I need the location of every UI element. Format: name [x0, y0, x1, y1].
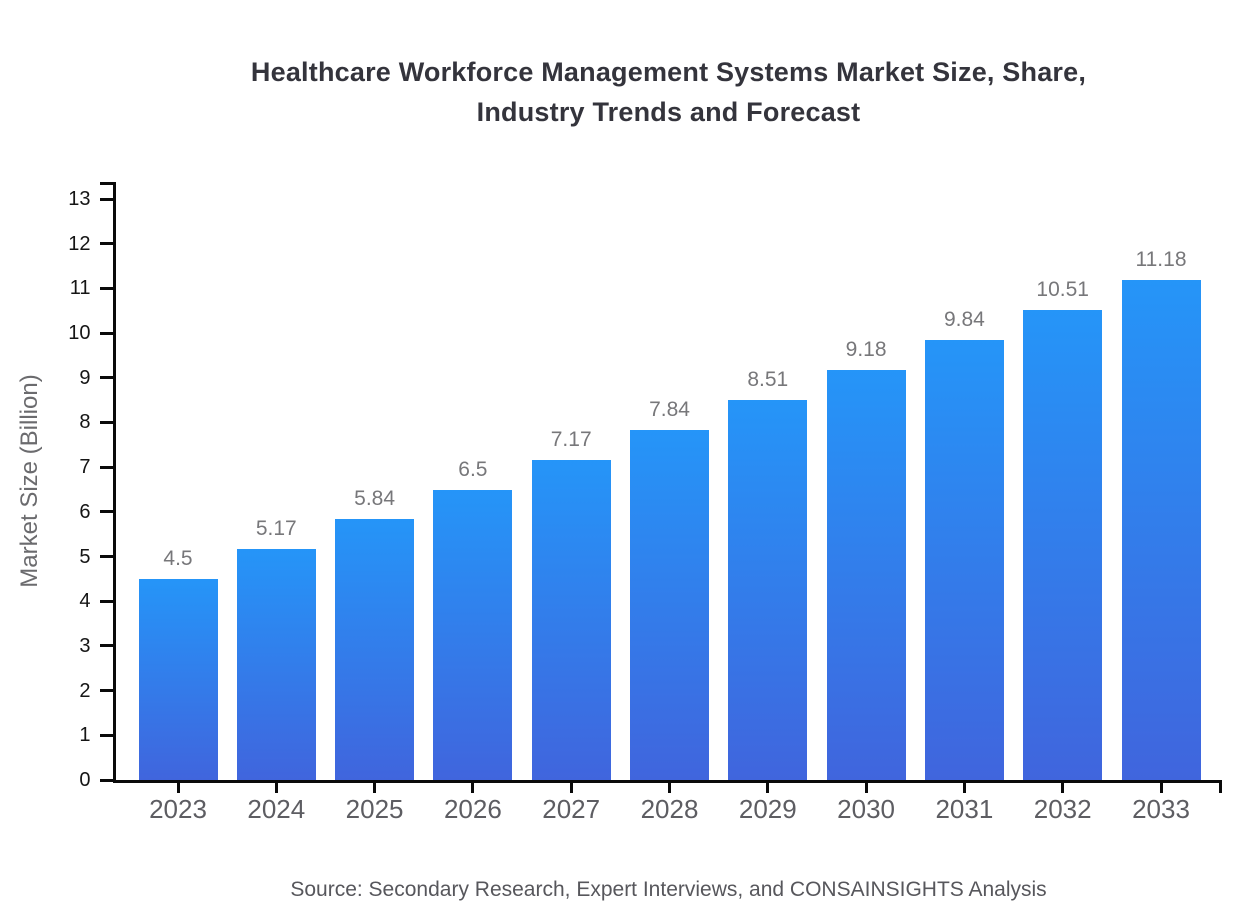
x-tick	[274, 782, 278, 793]
bar-value-label: 11.18	[1135, 248, 1187, 272]
x-tick	[569, 782, 573, 793]
x-tick-label: 2026	[443, 794, 502, 824]
bar	[630, 429, 709, 780]
x-tick-label: 2033	[1132, 794, 1190, 824]
source-note: Source: Secondary Research, Expert Inter…	[290, 878, 1047, 901]
y-tick	[99, 733, 113, 737]
y-tick-label: 2	[79, 679, 91, 702]
x-tick-label: 2027	[542, 794, 601, 824]
x-tick-label: 2029	[738, 794, 797, 824]
y-tick	[99, 242, 113, 246]
y-tick	[99, 510, 113, 514]
y-tick-label: 1	[79, 724, 91, 747]
x-tick	[962, 782, 966, 793]
y-tick	[99, 465, 113, 469]
bar	[531, 459, 611, 780]
bar	[728, 399, 808, 780]
y-tick	[99, 420, 113, 424]
x-tick-label: 2024	[247, 794, 306, 824]
chart-title-line1: Healthcare Workforce Management Systems …	[250, 57, 1087, 87]
bar-value-label: 7.84	[649, 397, 690, 421]
bar-value-label: 5.17	[255, 516, 297, 540]
x-tick-label: 2032	[1033, 794, 1092, 824]
bar	[236, 548, 316, 780]
y-tick-label: 0	[79, 769, 91, 791]
y-tick	[99, 197, 113, 201]
bar-value-label: 8.51	[747, 367, 789, 391]
x-tick	[471, 782, 475, 793]
y-tick-label: 5	[79, 545, 91, 568]
y-tick-label: 4	[79, 590, 91, 613]
y-axis-end-tick	[99, 182, 113, 185]
bar-value-label: 9.18	[845, 337, 887, 361]
x-axis-line	[112, 779, 1222, 783]
x-tick	[373, 782, 377, 793]
y-tick-label: 13	[68, 188, 91, 211]
bar-value-label: 4.5	[163, 546, 193, 570]
y-axis-line	[112, 182, 116, 783]
chart-title-line2: Industry Trends and Forecast	[476, 97, 861, 127]
x-tick	[766, 782, 770, 793]
x-tick-label: 2023	[149, 794, 207, 824]
x-tick	[176, 782, 180, 793]
y-tick-label: 3	[79, 634, 91, 657]
x-tick-label: 2028	[640, 794, 699, 824]
x-tick-label: 2031	[935, 794, 994, 824]
bar-value-label: 9.84	[943, 308, 985, 332]
y-tick	[99, 555, 113, 559]
y-tick-label: 11	[69, 277, 91, 300]
y-tick-label: 10	[68, 322, 91, 345]
x-tick	[864, 782, 868, 793]
y-tick	[99, 376, 113, 380]
y-tick	[99, 286, 113, 290]
bar-value-label: 10.51	[1036, 278, 1089, 302]
x-tick-label: 2025	[345, 794, 404, 824]
y-tick	[99, 644, 113, 648]
bar	[1023, 310, 1103, 780]
x-tick-label: 2030	[837, 794, 896, 824]
chart-title: Healthcare Workforce Management Systems …	[115, 52, 1222, 132]
bar	[138, 578, 218, 780]
y-tick-label: 6	[79, 500, 91, 523]
bar	[924, 340, 1004, 780]
bar-value-label: 6.5	[458, 457, 488, 481]
bar	[433, 489, 513, 780]
bar	[826, 369, 906, 780]
x-tick	[668, 782, 671, 793]
y-tick-label: 9	[79, 366, 91, 389]
x-tick	[1159, 782, 1163, 793]
y-tick	[99, 689, 113, 693]
x-tick	[1061, 782, 1065, 793]
bar-value-label: 7.17	[550, 427, 592, 451]
bar	[1121, 280, 1201, 780]
bar-value-label: 5.84	[354, 487, 396, 510]
y-tick	[99, 599, 113, 603]
y-tick	[99, 331, 113, 335]
y-tick	[99, 778, 113, 782]
y-tick-label: 7	[79, 456, 91, 479]
x-axis-end-tick	[1219, 782, 1222, 793]
y-tick-label: 12	[68, 232, 91, 255]
y-tick-label: 8	[79, 411, 91, 434]
bar	[335, 519, 415, 780]
